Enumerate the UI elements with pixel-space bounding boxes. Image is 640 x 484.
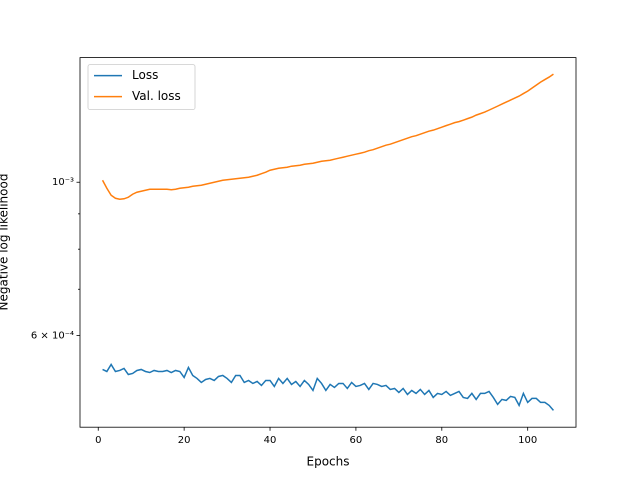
plot-frame bbox=[79, 57, 577, 428]
x-tick-label: 80 bbox=[435, 435, 448, 446]
data-line bbox=[102, 363, 555, 411]
x-tick-label: 20 bbox=[178, 435, 191, 446]
y-axis-label: Negative log likelihood bbox=[0, 174, 11, 311]
x-tick-label: 60 bbox=[350, 435, 363, 446]
x-axis-label: Epochs bbox=[307, 455, 350, 469]
legend-label: Loss bbox=[132, 68, 158, 82]
x-tick-label: 100 bbox=[518, 435, 537, 446]
y-tick-label: 10⁻³ bbox=[52, 177, 74, 188]
x-tick-label: 0 bbox=[95, 435, 101, 446]
legend-label: Val. loss bbox=[132, 89, 181, 103]
x-tick-label: 40 bbox=[264, 435, 277, 446]
y-tick-label: 6 × 10⁻⁴ bbox=[31, 331, 74, 342]
data-line bbox=[101, 73, 554, 201]
